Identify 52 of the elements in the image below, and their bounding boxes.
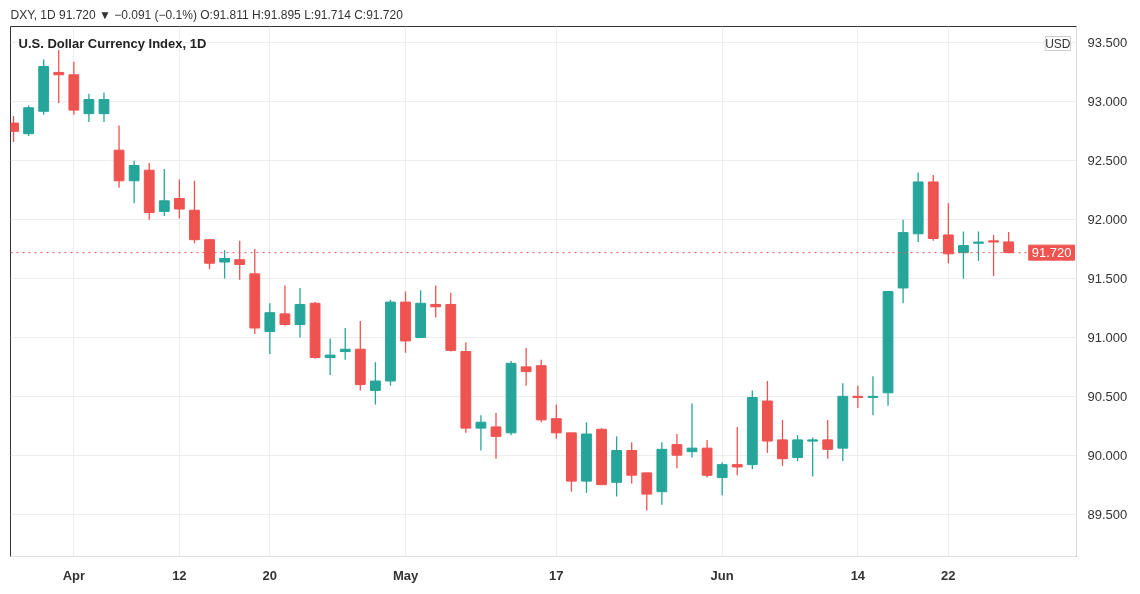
candlestick — [671, 433, 683, 469]
candlestick — [279, 284, 291, 327]
y-tick-label: 91.500 — [1087, 271, 1128, 287]
ref-line-label: 91.720 — [1031, 245, 1072, 261]
y-tick-label: 91.000 — [1087, 329, 1128, 345]
candlestick — [822, 419, 834, 460]
x-tick-label: May — [392, 567, 419, 583]
y-tick-label: 93.500 — [1087, 35, 1128, 51]
candlestick — [792, 434, 803, 462]
x-tick-label: 20 — [262, 567, 278, 583]
y-tick-label: 92.000 — [1087, 212, 1128, 228]
candlestick — [430, 284, 442, 319]
x-tick-label: 17 — [549, 567, 564, 583]
candlestick — [128, 160, 140, 204]
y-tick-label: 90.000 — [1087, 447, 1128, 463]
candlestick — [520, 347, 532, 387]
candlestick — [641, 472, 653, 512]
x-tick-label: Jun — [710, 567, 734, 583]
candlestick — [219, 249, 230, 280]
candlestick — [339, 327, 351, 361]
candlestick — [550, 403, 562, 440]
candlestick — [98, 91, 110, 123]
candlestick — [867, 375, 879, 416]
candlestick — [324, 337, 336, 376]
candlestick — [490, 412, 502, 460]
candlestick — [294, 287, 306, 339]
x-tick-label: 22 — [941, 567, 956, 583]
text: DXY, 1D 91.720 ▼ −0.091 (−0.1%) O:91.811 H:91.895 L:91.714 C:91.720 — [10, 7, 404, 22]
candlestick — [973, 230, 984, 262]
candlestick — [83, 92, 95, 123]
candlestick — [686, 402, 698, 459]
x-tick-label: 12 — [172, 567, 187, 583]
candlestick — [716, 461, 728, 496]
x-tick-label: Apr — [62, 567, 86, 583]
candlestick — [475, 414, 487, 452]
y-tick-label: 92.500 — [1087, 153, 1128, 169]
x-tick-label: 14 — [850, 567, 866, 583]
candlestick — [173, 178, 185, 220]
candlestick — [158, 168, 170, 217]
candlestick — [807, 436, 819, 478]
candlestick — [777, 419, 788, 467]
y-tick-label: 93.000 — [1087, 94, 1128, 110]
text: USD — [1045, 36, 1071, 51]
candlestick — [731, 426, 743, 476]
y-tick-label: 89.500 — [1087, 506, 1128, 522]
candlestick — [852, 385, 864, 409]
y-tick-label: 90.500 — [1087, 388, 1128, 404]
candlestick — [369, 361, 381, 406]
candlestick — [958, 230, 969, 280]
text: U.S. Dollar Currency Index, 1D — [18, 35, 207, 51]
candlestick — [53, 49, 65, 104]
candlestick — [264, 302, 276, 355]
